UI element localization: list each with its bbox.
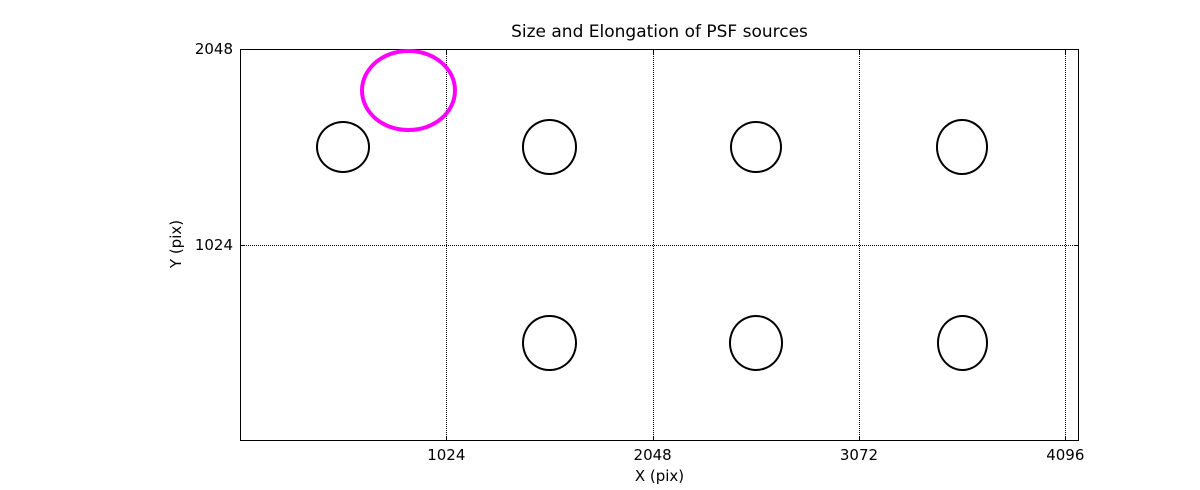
psf-source-marker <box>936 119 988 175</box>
psf-source-marker <box>728 315 783 371</box>
psf-source-marker <box>730 120 782 174</box>
x-tick-bottom <box>1065 436 1067 440</box>
psf-source-marker <box>316 121 371 173</box>
x-tick-label: 1024 <box>427 446 466 464</box>
x-tick-bottom <box>446 436 448 440</box>
x-tick-label: 2048 <box>633 446 672 464</box>
psf-source-marker <box>936 315 988 371</box>
y-tick-left <box>241 49 245 50</box>
y-tick-right <box>1074 245 1078 246</box>
y-tick-left <box>241 245 245 246</box>
y-tick-right <box>1074 49 1078 50</box>
x-tick-bottom <box>858 436 860 440</box>
x-tick-bottom <box>652 436 654 440</box>
x-tick-top <box>1065 50 1067 54</box>
psf-source-highlighted-marker <box>360 48 457 133</box>
x-tick-label: 3072 <box>839 446 879 464</box>
x-tick-top <box>858 50 860 54</box>
y-tick-label: 1024 <box>194 236 233 254</box>
psf-source-marker <box>521 119 578 175</box>
x-tick-top <box>446 50 448 54</box>
x-axis-label: X (pix) <box>634 467 685 485</box>
psf-source-marker <box>522 314 577 372</box>
x-tick-top <box>652 50 654 54</box>
y-gridline <box>240 245 1079 246</box>
y-tick-label: 2048 <box>194 40 233 58</box>
chart-title: Size and Elongation of PSF sources <box>511 22 808 42</box>
x-tick-label: 4096 <box>1046 446 1085 464</box>
